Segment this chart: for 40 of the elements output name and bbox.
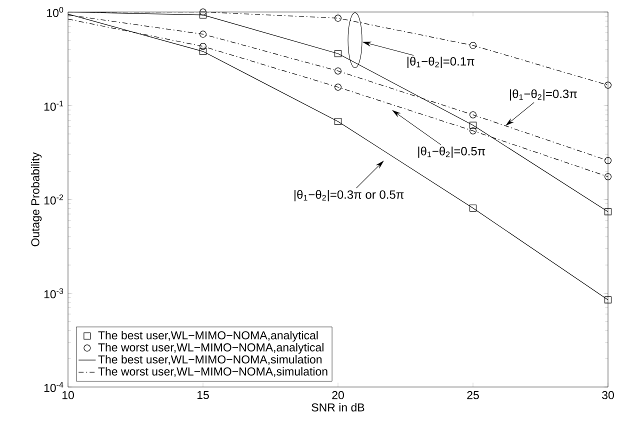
annotation: |θ$_{1}$−θ$_{2}$|=0.1π: [407, 56, 474, 68]
x-tick-label: 25: [467, 391, 479, 400]
legend-label: The best user,WL−MIMO−NOMA,simulation: [98, 355, 322, 365]
y-tick-label: 10$^{-3}$: [44, 288, 64, 298]
point: [334, 14, 342, 22]
legend-label: The best user,WL−MIMO−NOMA,analytical: [98, 330, 318, 342]
legend-label: The worst user,WL−MIMO−NOMA,analytical: [98, 343, 324, 354]
point: [470, 111, 477, 118]
point: [200, 11, 207, 18]
point: [470, 204, 477, 212]
point: [334, 50, 342, 58]
y-tick-label: 10$^{-4}$: [44, 382, 64, 392]
point: [470, 42, 477, 49]
x-tick-label: 15: [197, 391, 209, 400]
point: [334, 118, 342, 125]
point: [604, 82, 612, 89]
y-tick-label: 10$^{-2}$: [44, 194, 64, 205]
y-tick-label: 10$^{0}$: [47, 6, 64, 18]
point: [470, 122, 477, 129]
annotation: |θ$_{1}$−θ$_{2}$|=0.3π or 0.5π: [294, 190, 404, 202]
legend-label: The worst user,WL−MIMO−NOMA,simulation: [98, 367, 328, 377]
point: [604, 173, 612, 180]
point: [334, 84, 342, 91]
point: [470, 127, 477, 134]
point: [200, 30, 207, 38]
point: [604, 296, 612, 304]
x-tick-label: 10: [62, 391, 74, 400]
x-axis-title: SNR in dB: [312, 403, 364, 412]
annotation: |θ$_{1}$−θ$_{2}$|=0.3π: [510, 89, 577, 101]
point: [334, 67, 342, 74]
x-tick-label: 20: [332, 391, 344, 400]
point: [200, 8, 207, 16]
y-tick-label: 10$^{-1}$: [44, 100, 64, 111]
point: [604, 157, 612, 164]
x-tick-label: 30: [602, 391, 614, 400]
y-axis-title: Outage Probability: [30, 152, 42, 246]
point: [200, 42, 207, 50]
point: [200, 48, 207, 55]
point: [604, 208, 612, 216]
annotation: |θ$_{1}$−θ$_{2}$|=0.5π: [418, 146, 486, 158]
